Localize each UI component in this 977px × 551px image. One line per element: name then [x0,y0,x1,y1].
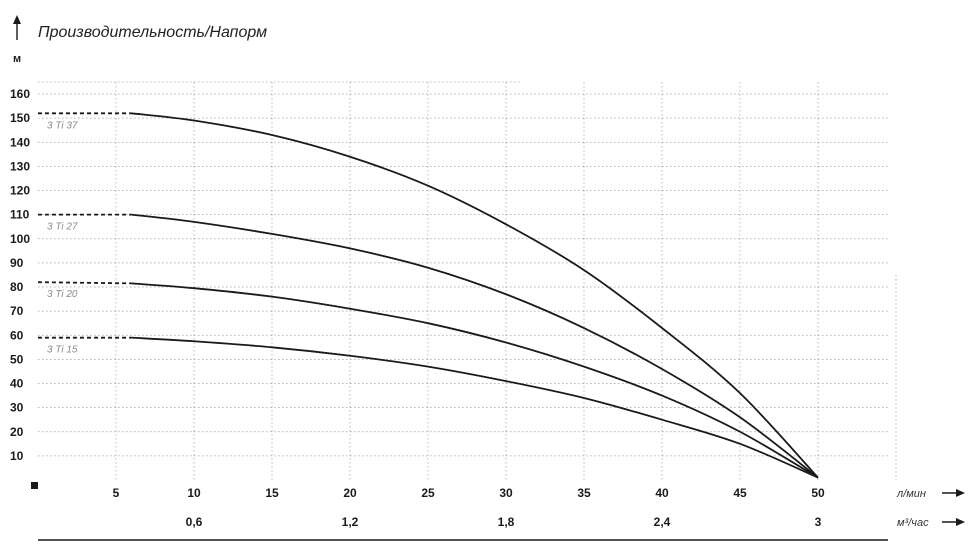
y-tick-label: 10 [10,449,24,463]
x2-tick-label: 1,2 [342,515,359,529]
x2-tick-label: 3 [815,515,822,529]
x-tick-label: 15 [265,486,279,500]
y-tick-label: 130 [10,159,30,173]
y-tick-label: 140 [10,135,30,149]
series-labels: 3 Ti 37 3 Ti 27 3 Ti 20 3 Ti 15 [47,120,78,355]
chart-title: Производительность/Напорм [38,24,267,41]
x-tick-label: 5 [113,486,120,500]
x-tick-label: 35 [577,486,591,500]
x-tick-label: 20 [343,486,357,500]
x-tick-label: 10 [187,486,201,500]
x-tick-label: 50 [811,486,825,500]
x-axis-unit: л/мин [896,488,926,500]
y-axis-unit: м [13,53,21,65]
y-tick-label: 150 [10,111,30,125]
x2-axis-unit: м³/час [897,517,929,529]
y-tick-label: 60 [10,328,24,342]
x-axis-arrow-icon [942,489,965,497]
y-tick-label: 50 [10,352,24,366]
series-label: 3 Ti 15 [47,345,78,356]
x-tick-label: 40 [655,486,669,500]
x2-tick-label: 1,8 [498,515,515,529]
series-curve [131,282,819,479]
x-tick-labels: 5 10 15 20 25 30 35 40 45 50 [113,486,825,500]
y-tick-label: 160 [10,87,30,101]
y-tick-labels: 10 20 30 40 50 60 70 80 90 100 110 120 130 140 150 160 [10,87,30,463]
y-tick-label: 20 [10,425,24,439]
x2-tick-label: 2,4 [654,515,671,529]
origin-marker [31,482,38,489]
x-tick-label: 25 [421,486,435,500]
y-tick-label: 90 [10,256,24,270]
title-arrow-icon [13,15,21,40]
y-tick-label: 120 [10,184,30,198]
series-label: 3 Ti 20 [47,289,78,300]
y-tick-label: 30 [10,401,24,415]
series-curve [131,213,819,479]
series-curve [131,336,819,479]
x-tick-label: 30 [499,486,513,500]
y-tick-label: 70 [10,304,24,318]
x2-axis-arrow-icon [942,518,965,526]
series-curve-dashed [37,281,132,285]
y-tick-label: 110 [10,208,30,222]
series-curve [131,112,819,479]
y-tick-label: 100 [10,232,30,246]
x2-tick-label: 0,6 [186,515,203,529]
series-curves [37,112,819,479]
x2-tick-labels: 0,6 1,2 1,8 2,4 3 [186,515,822,529]
series-label: 3 Ti 27 [47,222,78,233]
grid [38,81,897,480]
series-label: 3 Ti 37 [47,120,78,131]
x-tick-label: 45 [733,486,747,500]
y-tick-label: 40 [10,377,24,391]
y-tick-label: 80 [10,280,24,294]
